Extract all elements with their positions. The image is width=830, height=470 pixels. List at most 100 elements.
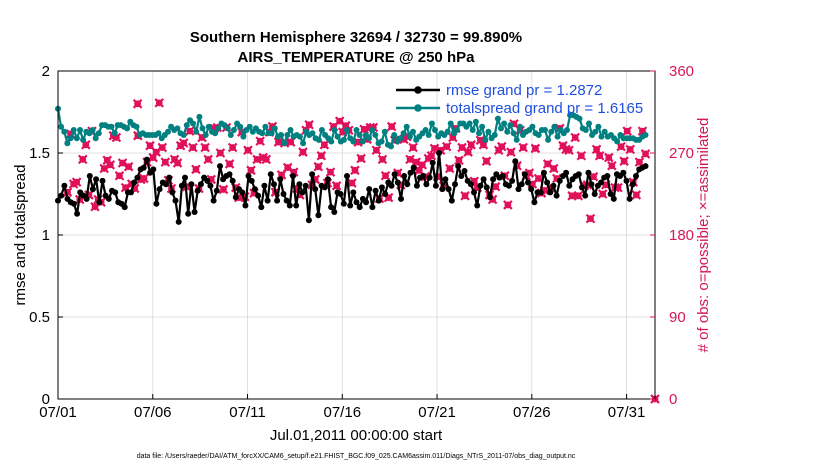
rmse-point xyxy=(378,184,385,191)
rmse-point xyxy=(99,177,106,184)
totalspread-point xyxy=(601,128,608,135)
totalspread-point xyxy=(199,125,206,132)
totalspread-point xyxy=(281,140,288,147)
totalspread-point xyxy=(61,128,68,135)
obs-assimilated-marker xyxy=(591,144,602,155)
obs-count-marker xyxy=(298,147,308,157)
totalspread-point xyxy=(428,120,435,127)
totalspread-point xyxy=(378,138,385,145)
rmse-point xyxy=(337,191,344,197)
obs-assimilated-marker xyxy=(157,142,168,153)
rmse-point xyxy=(461,168,468,174)
totalspread-point xyxy=(542,127,548,133)
rmse-point xyxy=(302,182,309,189)
obs-assimilated-marker xyxy=(154,98,165,108)
rmse-point xyxy=(280,191,287,197)
totalspread-point xyxy=(259,130,266,137)
totalspread-point xyxy=(548,128,555,135)
rmse-point xyxy=(128,189,134,196)
totalspread-point xyxy=(485,128,492,135)
rmse-point xyxy=(258,204,265,211)
legend-rmse-marker xyxy=(414,86,422,94)
obs-assimilated-marker xyxy=(151,147,161,157)
rmse-point xyxy=(598,179,605,186)
series-rmse xyxy=(55,150,649,225)
rmse-point xyxy=(131,179,138,186)
obs-count-marker xyxy=(597,189,608,199)
rmse-point xyxy=(204,177,211,184)
obs-assimilated-marker xyxy=(530,143,541,154)
obs-assimilated-marker xyxy=(640,149,651,159)
obs-assimilated-marker xyxy=(261,154,272,165)
totalspread-point xyxy=(224,125,231,132)
rmse-point xyxy=(86,173,93,179)
obs-count-marker xyxy=(99,163,109,174)
obs-assimilated-marker xyxy=(347,178,357,188)
rmse-point xyxy=(372,187,379,194)
right-tick-label: 0 xyxy=(669,391,677,408)
obs-count-marker xyxy=(408,142,418,153)
rmse-point xyxy=(490,176,497,183)
obs-count-marker xyxy=(377,154,388,165)
totalspread-point xyxy=(331,127,338,133)
obs-assimilated-marker xyxy=(246,165,256,176)
totalspread-point xyxy=(202,132,209,138)
rmse-point xyxy=(394,179,401,186)
rmse-point xyxy=(232,194,239,201)
x-tick-label: 07/31 xyxy=(608,404,646,421)
rmse-point xyxy=(467,181,474,188)
obs-count-marker xyxy=(90,201,100,212)
obs-assimilated-marker xyxy=(594,150,605,161)
totalspread-point xyxy=(494,115,501,122)
rmse-point xyxy=(506,182,512,189)
obs-count-marker xyxy=(604,152,614,163)
rmse-point xyxy=(150,166,157,173)
obs-count-marker xyxy=(518,142,528,153)
totalspread-point xyxy=(614,138,621,145)
totalspread-point xyxy=(315,136,322,143)
rmse-point xyxy=(315,212,322,219)
totalspread-point xyxy=(501,120,508,127)
obs-count-marker xyxy=(316,150,327,161)
rmse-point xyxy=(591,191,598,197)
totalspread-point xyxy=(592,128,599,135)
totalspread-point xyxy=(397,135,404,142)
rmse-point xyxy=(96,199,103,206)
totalspread-point xyxy=(513,136,520,143)
obs-count-marker xyxy=(573,191,584,201)
totalspread-point xyxy=(77,127,83,133)
rmse-point xyxy=(518,181,525,188)
right-axis-ticks: 0 90 180 270 360 xyxy=(650,63,694,408)
rmse-point xyxy=(255,192,262,199)
rmse-point xyxy=(410,164,417,171)
obs-count-marker xyxy=(441,141,452,152)
rmse-point xyxy=(210,197,217,204)
x-tick-label: 07/26 xyxy=(513,404,551,421)
obs-assimilated-marker xyxy=(607,160,617,171)
rmse-point xyxy=(391,171,398,178)
rmse-point xyxy=(563,169,570,176)
totalspread-point xyxy=(309,130,316,137)
right-tick-label: 360 xyxy=(669,63,694,80)
obs-assimilated-marker xyxy=(625,144,636,155)
totalspread-point xyxy=(174,125,181,132)
rmse-point xyxy=(299,189,306,196)
rmse-point xyxy=(182,174,188,181)
totalspread-point xyxy=(155,130,162,137)
rmse-point xyxy=(185,210,192,217)
right-tick-label: 270 xyxy=(669,145,694,162)
totalspread-point xyxy=(535,132,542,138)
obs-assimilated-marker xyxy=(622,126,632,136)
obs-assimilated-marker xyxy=(316,150,327,161)
rmse-point xyxy=(344,173,350,179)
rmse-point xyxy=(74,210,81,217)
totalspread-point xyxy=(454,127,460,133)
obs-assimilated-marker xyxy=(77,154,88,165)
obs-count-marker xyxy=(634,157,645,167)
totalspread-point xyxy=(403,123,410,130)
totalspread-point xyxy=(576,115,583,122)
obs-count-marker xyxy=(218,184,229,195)
totalspread-point xyxy=(111,130,118,137)
rmse-point xyxy=(264,197,271,204)
rmse-point xyxy=(642,163,649,170)
